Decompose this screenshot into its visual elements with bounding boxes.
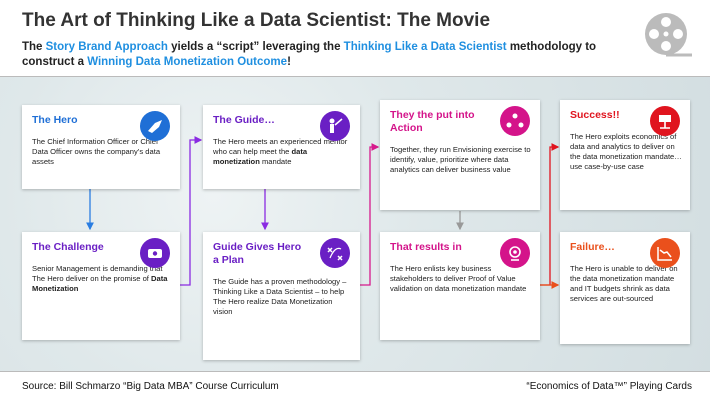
card-body-text: The Chief Information Officer or Chief D… — [32, 137, 161, 166]
card-body: The Hero enlists key business stakeholde… — [390, 264, 532, 294]
diagram-area: The Hero The Chief Information Officer or… — [0, 77, 710, 371]
card: That results in The Hero enlists key busi… — [380, 232, 540, 340]
card: The Hero The Chief Information Officer or… — [22, 105, 180, 189]
card-icon — [650, 238, 680, 268]
card-body-text: The Hero meets an experienced mentor who… — [213, 137, 348, 156]
card-body: The Hero exploits economics of data and … — [570, 132, 682, 172]
card-body-text: Data Monetization — [32, 274, 168, 293]
card-body: The Guide has a proven methodology – Thi… — [213, 277, 352, 317]
card-body: The Chief Information Officer or Chief D… — [32, 137, 172, 167]
card: Success!! The Hero exploits economics of … — [560, 100, 690, 210]
subtitle-segment: yields a “script” leveraging the — [167, 41, 344, 53]
subtitle-segment: methodology to construct a — [22, 41, 597, 68]
card-body-text: The Hero is unable to deliver on the dat… — [570, 264, 678, 303]
card-body-text: The Hero exploits economics of data and … — [570, 132, 682, 171]
film-reel-icon — [645, 13, 692, 57]
subtitle-segment: Story Brand Approach — [45, 41, 168, 53]
card-icon — [650, 106, 680, 136]
card-icon — [320, 111, 350, 141]
source: Source: Bill Schmarzo “Big Data MBA” Cou… — [22, 381, 279, 392]
connectors — [86, 136, 560, 289]
header: The Art of Thinking Like a Data Scientis… — [0, 0, 710, 77]
card-icon — [140, 111, 170, 141]
card-body: Senior Management is demanding that The … — [32, 264, 172, 294]
card: The Guide… The Hero meets an experienced … — [203, 105, 360, 189]
card-icon — [500, 106, 530, 136]
card-body: Together, they run Envisioning exercise … — [390, 145, 532, 175]
title: The Art of Thinking Like a Data Scientis… — [22, 10, 491, 31]
card: The Challenge Senior Management is demand… — [22, 232, 180, 340]
card-body-text: mandate — [259, 157, 292, 166]
subtitle: The Story Brand Approach yields a “scrip… — [22, 40, 622, 70]
card: Guide Gives Hero a Plan The Guide has a p… — [203, 232, 360, 360]
card-icon — [140, 238, 170, 268]
card-title: The Guide… — [213, 114, 275, 126]
card: Failure… The Hero is unable to deliver on… — [560, 232, 690, 344]
card-title: The Challenge — [32, 241, 104, 253]
card-body: The Hero is unable to deliver on the dat… — [570, 264, 682, 304]
footer: Source: Bill Schmarzo “Big Data MBA” Cou… — [0, 371, 710, 401]
card-body-text: Together, they run Envisioning exercise … — [390, 145, 531, 174]
card-body: The Hero meets an experienced mentor who… — [213, 137, 352, 167]
card-title: Guide Gives Hero a Plan — [213, 241, 302, 266]
card-title: That results in — [390, 241, 462, 253]
card-body-text: The Guide has a proven methodology – Thi… — [213, 277, 347, 316]
card-body-text: Senior Management is demanding that The … — [32, 264, 163, 283]
card-icon — [320, 238, 350, 268]
card-title: Failure… — [570, 241, 615, 253]
subtitle-segment: Winning Data Monetization Outcome — [87, 56, 288, 68]
card-title: They the put into Action — [390, 109, 475, 134]
card-icon — [500, 238, 530, 268]
card: They the put into Action Together, they r… — [380, 100, 540, 210]
subtitle-segment: Thinking Like a Data Scientist — [343, 41, 507, 53]
card-body-text: The Hero enlists key business stakeholde… — [390, 264, 527, 293]
brand: “Economics of Data™” Playing Cards — [526, 381, 692, 392]
card-body-text: data monetization — [213, 147, 308, 166]
card-title: Success!! — [570, 109, 620, 121]
subtitle-segment: ! — [287, 56, 291, 68]
subtitle-segment: The — [22, 41, 46, 53]
card-title: The Hero — [32, 114, 78, 126]
